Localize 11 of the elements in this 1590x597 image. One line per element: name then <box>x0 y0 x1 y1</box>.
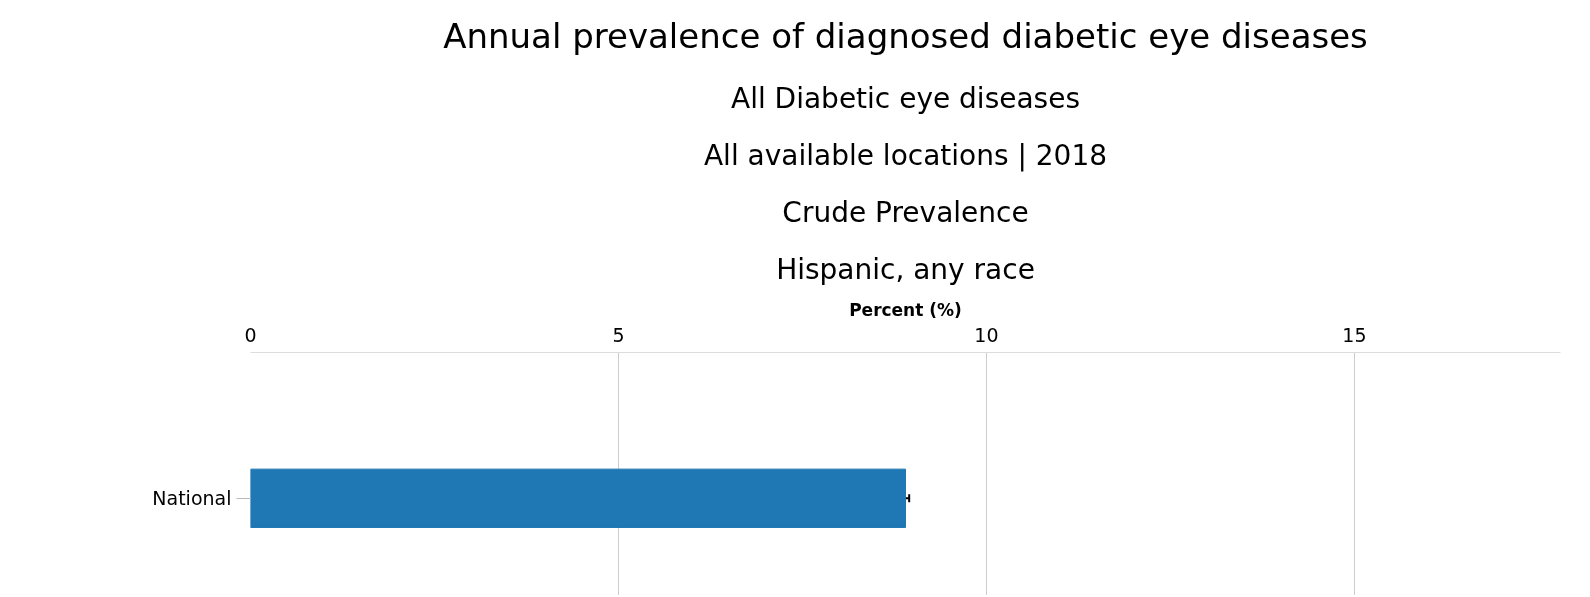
text: All Diabetic eye diseases <box>730 81 1081 115</box>
y-tick-label: National <box>152 487 232 510</box>
x-tick-label: 10 <box>974 323 999 346</box>
text: Hispanic, any race <box>776 252 1035 286</box>
x-tick-label: 0 <box>244 323 257 346</box>
chart-title: Annual prevalence of diagnosed diabetic eye diseases <box>443 15 1368 56</box>
x-tick-label: 5 <box>612 323 625 346</box>
x-tick-label: 15 <box>1342 323 1367 346</box>
text: All available locations | 2018 <box>703 138 1108 172</box>
text: Crude Prevalence <box>782 195 1029 229</box>
x-axis-title: Percent (%) <box>849 299 962 320</box>
